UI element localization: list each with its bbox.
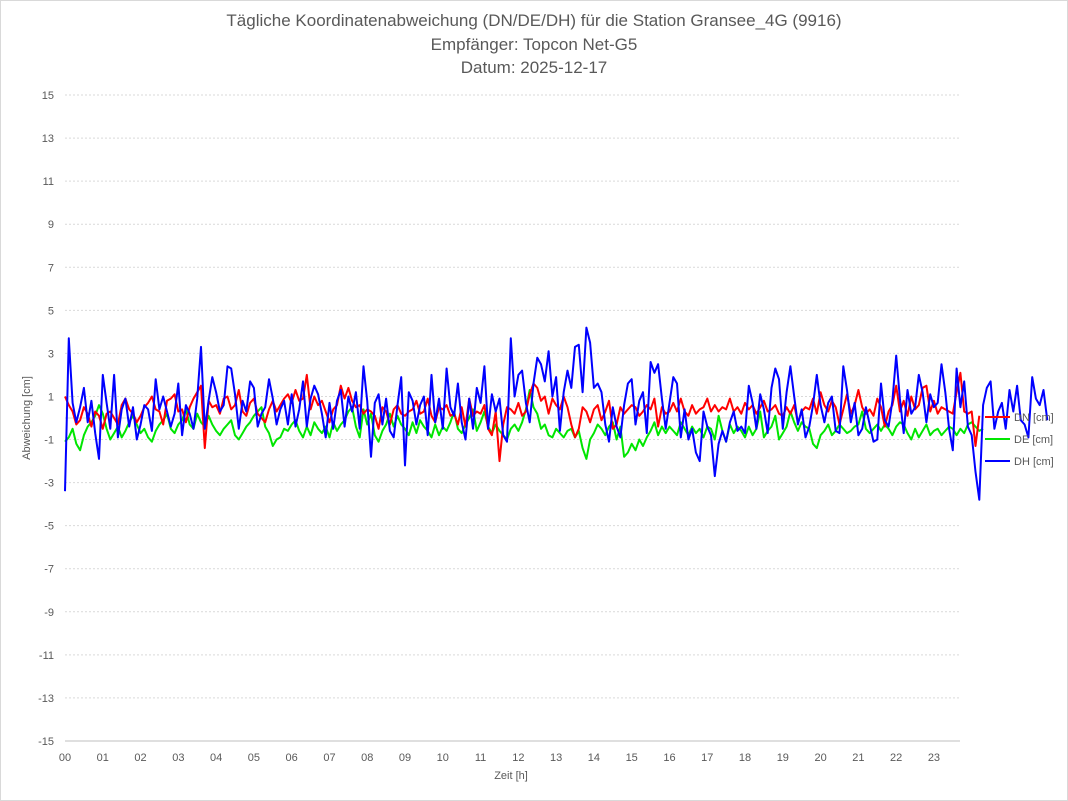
y-tick-label: -7	[44, 564, 54, 576]
legend-label: DH [cm]	[1014, 456, 1054, 468]
x-tick-label: 00	[59, 752, 71, 764]
x-tick-label: 10	[437, 752, 449, 764]
gridlines	[65, 94, 960, 742]
x-tick-label: 15	[626, 752, 638, 764]
y-tick-label: 15	[42, 90, 54, 102]
x-tick-label: 02	[134, 752, 146, 764]
y-tick-label: 3	[48, 348, 54, 360]
x-tick-label: 07	[323, 752, 335, 764]
legend: DN [cm] DE [cm] DH [cm]	[985, 412, 1054, 468]
chart-subtitle-date: Datum: 2025-12-17	[460, 58, 608, 77]
x-tick-label: 18	[739, 752, 751, 764]
x-tick-label: 23	[928, 752, 940, 764]
series-lines	[64, 326, 1049, 501]
y-axis-ticks: 15 13 11 9 7 5 3 1 -1 -3 -5 -7 -9 -11 -13 -15	[38, 90, 54, 748]
x-tick-label: 13	[550, 752, 562, 764]
x-axis-ticks: 00 01 02 03 04 05 06 07 08 09 10 11 12 13 14 15 16 17 18 19…	[59, 752, 940, 764]
x-tick-label: 19	[777, 752, 789, 764]
y-tick-label: -15	[38, 736, 54, 748]
y-tick-label: -1	[44, 435, 54, 447]
x-tick-label: 09	[399, 752, 411, 764]
y-tick-label: -11	[39, 650, 54, 662]
series-line-de	[64, 389, 984, 460]
x-tick-label: 04	[210, 752, 222, 764]
x-tick-label: 05	[248, 752, 260, 764]
x-tick-label: 20	[814, 752, 826, 764]
chart-title: Tägliche Koordinatenabweichung (DN/DE/DH…	[226, 11, 842, 30]
y-tick-label: -9	[44, 607, 54, 619]
y-tick-label: -5	[44, 521, 54, 533]
x-tick-label: 03	[172, 752, 184, 764]
series-line-dh	[64, 326, 1049, 501]
x-tick-label: 14	[588, 752, 600, 764]
x-tick-label: 21	[852, 752, 864, 764]
y-axis-label: Abweichung [cm]	[21, 376, 33, 460]
y-tick-label: 7	[48, 262, 54, 274]
y-tick-label: -13	[38, 693, 54, 705]
chart-subtitle-receiver: Empfänger: Topcon Net-G5	[430, 35, 638, 54]
y-tick-label: 9	[48, 219, 54, 231]
x-tick-label: 01	[97, 752, 109, 764]
x-tick-label: 16	[663, 752, 675, 764]
x-tick-label: 11	[475, 752, 486, 764]
x-tick-label: 22	[890, 752, 902, 764]
legend-label: DE [cm]	[1014, 434, 1053, 446]
x-tick-label: 08	[361, 752, 373, 764]
y-tick-label: -3	[44, 478, 54, 490]
x-tick-label: 12	[512, 752, 524, 764]
y-tick-label: 5	[48, 305, 54, 317]
legend-label: DN [cm]	[1014, 412, 1054, 424]
y-tick-label: 13	[42, 133, 54, 145]
x-tick-label: 06	[286, 752, 298, 764]
y-tick-label: 11	[43, 176, 54, 188]
x-axis-label: Zeit [h]	[494, 770, 528, 782]
x-tick-label: 17	[701, 752, 713, 764]
y-tick-label: 1	[48, 391, 54, 403]
